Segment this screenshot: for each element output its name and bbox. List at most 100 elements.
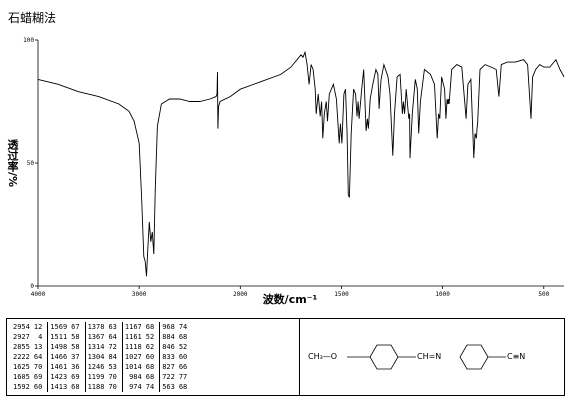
x-axis-label: 波数/cm⁻¹ — [263, 292, 318, 306]
wavenumber: 1027 — [124, 353, 142, 361]
structure-label: C≡N — [507, 352, 525, 361]
y-axis-label: 透过率/% — [6, 139, 19, 187]
x-tick-label: 3000 — [132, 291, 147, 298]
transmittance: 52 — [178, 343, 188, 351]
transmittance: 74 — [178, 323, 188, 331]
chart: 石蜡糊法 波数/cm⁻¹ 透过率/% 0 50 100 4000 3000 2000 150… — [6, 10, 565, 306]
wavenumber: 2927 — [13, 333, 30, 341]
x-tick-label: 1000 — [435, 291, 450, 298]
transmittance: 66 — [178, 363, 188, 371]
spectrum-line — [37, 50, 565, 277]
wavenumber: 884 — [162, 333, 175, 341]
table-row: 2927 4 1511 58 1367 64 1161 52 884 68 — [11, 332, 189, 342]
wavenumber: 1461 — [50, 363, 68, 371]
wavenumber: 827 — [162, 363, 175, 371]
transmittance: 60 — [178, 353, 188, 361]
wavenumber: 1367 — [87, 333, 105, 341]
structure-label: CH₃—O — [308, 352, 337, 361]
transmittance: 60 — [31, 382, 49, 392]
transmittance: 52 — [143, 332, 161, 342]
wavenumber: 1511 — [50, 333, 68, 341]
transmittance: 62 — [143, 342, 161, 352]
transmittance: 68 — [143, 322, 161, 332]
transmittance: 68 — [178, 383, 188, 391]
transmittance: 69 — [31, 372, 49, 382]
wavenumber: 833 — [162, 353, 175, 361]
wavenumber: 1466 — [50, 353, 68, 361]
transmittance: 70 — [106, 372, 123, 382]
wavenumber: 1118 — [124, 343, 142, 351]
wavenumber: 1378 — [87, 323, 105, 331]
wavenumber: 1625 — [13, 363, 30, 371]
wavenumber: 1413 — [50, 383, 68, 391]
wavenumber: 1498 — [50, 343, 68, 351]
y-tick-label: 100 — [23, 37, 34, 44]
wavenumber: 968 — [162, 323, 175, 331]
transmittance: 64 — [31, 352, 49, 362]
transmittance: 58 — [69, 332, 86, 342]
wavenumber: 1199 — [87, 373, 105, 381]
wavenumber: 563 — [162, 383, 175, 391]
wavenumber: 1304 — [87, 353, 105, 361]
wavenumber: 1167 — [124, 323, 142, 331]
y-tick-label: 0 — [30, 283, 34, 290]
transmittance: 53 — [106, 362, 123, 372]
transmittance: 58 — [69, 342, 86, 352]
transmittance: 4 — [31, 332, 49, 342]
wavenumber: 1014 — [124, 363, 142, 371]
wavenumber: 2222 — [13, 353, 30, 361]
transmittance: 63 — [106, 322, 123, 332]
x-tick-label: 2000 — [233, 291, 248, 298]
table-row: 2855 13 1498 58 1314 72 1118 62 846 52 — [11, 342, 189, 352]
wavenumber: 1188 — [87, 383, 105, 391]
table-row: 1605 69 1423 69 1199 70 984 68 722 77 — [11, 372, 189, 382]
transmittance: 36 — [69, 362, 86, 372]
table-row: 1625 70 1461 36 1246 53 1014 68 827 66 — [11, 362, 189, 372]
transmittance: 77 — [178, 373, 188, 381]
transmittance: 84 — [106, 352, 123, 362]
structure-diagram: CH₃—O CH=N C≡N — [308, 344, 525, 370]
transmittance: 60 — [143, 352, 161, 362]
wavenumber: 2855 — [13, 343, 30, 351]
transmittance: 68 — [143, 372, 161, 382]
wavenumber: 984 — [129, 373, 142, 381]
transmittance: 13 — [31, 342, 49, 352]
transmittance: 12 — [31, 322, 49, 332]
transmittance: 69 — [69, 372, 86, 382]
structure: CH₃—O CH=N C≡N — [299, 318, 565, 396]
transmittance: 70 — [106, 382, 123, 392]
table-row: 2222 64 1466 37 1304 84 1027 60 833 60 — [11, 352, 189, 362]
transmittance: 70 — [31, 362, 49, 372]
x-tick-label: 500 — [538, 291, 549, 298]
wavenumber: 1605 — [13, 373, 30, 381]
wavenumber: 1592 — [13, 383, 30, 391]
wavenumber: 1423 — [50, 373, 68, 381]
table-row: 1592 60 1413 68 1188 70 974 74 563 68 — [11, 382, 189, 392]
wavenumber: 974 — [129, 383, 142, 391]
wavenumber: 846 — [162, 343, 175, 351]
peak-table: 2954 12 1569 67 1378 63 1167 68 968 74 2927 4 1511 58… — [6, 318, 299, 396]
x-tick-label: 1500 — [334, 291, 349, 298]
structure-label: CH=N — [417, 352, 441, 361]
transmittance: 37 — [69, 352, 86, 362]
chart-title: 石蜡糊法 — [8, 10, 56, 25]
wavenumber: 2954 — [13, 323, 30, 331]
y-tick-label: 50 — [27, 160, 35, 167]
transmittance: 64 — [106, 332, 123, 342]
wavenumber: 1569 — [50, 323, 68, 331]
wavenumber: 722 — [162, 373, 175, 381]
benzene-ring — [369, 344, 399, 370]
transmittance: 72 — [106, 342, 123, 352]
transmittance: 74 — [143, 382, 161, 392]
x-tick-label: 4000 — [31, 291, 46, 298]
wavenumber: 1314 — [87, 343, 105, 351]
transmittance: 68 — [178, 333, 188, 341]
wavenumber: 1161 — [124, 333, 142, 341]
transmittance: 67 — [69, 322, 86, 332]
transmittance: 68 — [143, 362, 161, 372]
transmittance: 68 — [69, 382, 86, 392]
table-row: 2954 12 1569 67 1378 63 1167 68 968 74 — [11, 322, 189, 332]
benzene-ring — [459, 344, 489, 370]
wavenumber: 1246 — [87, 363, 105, 371]
